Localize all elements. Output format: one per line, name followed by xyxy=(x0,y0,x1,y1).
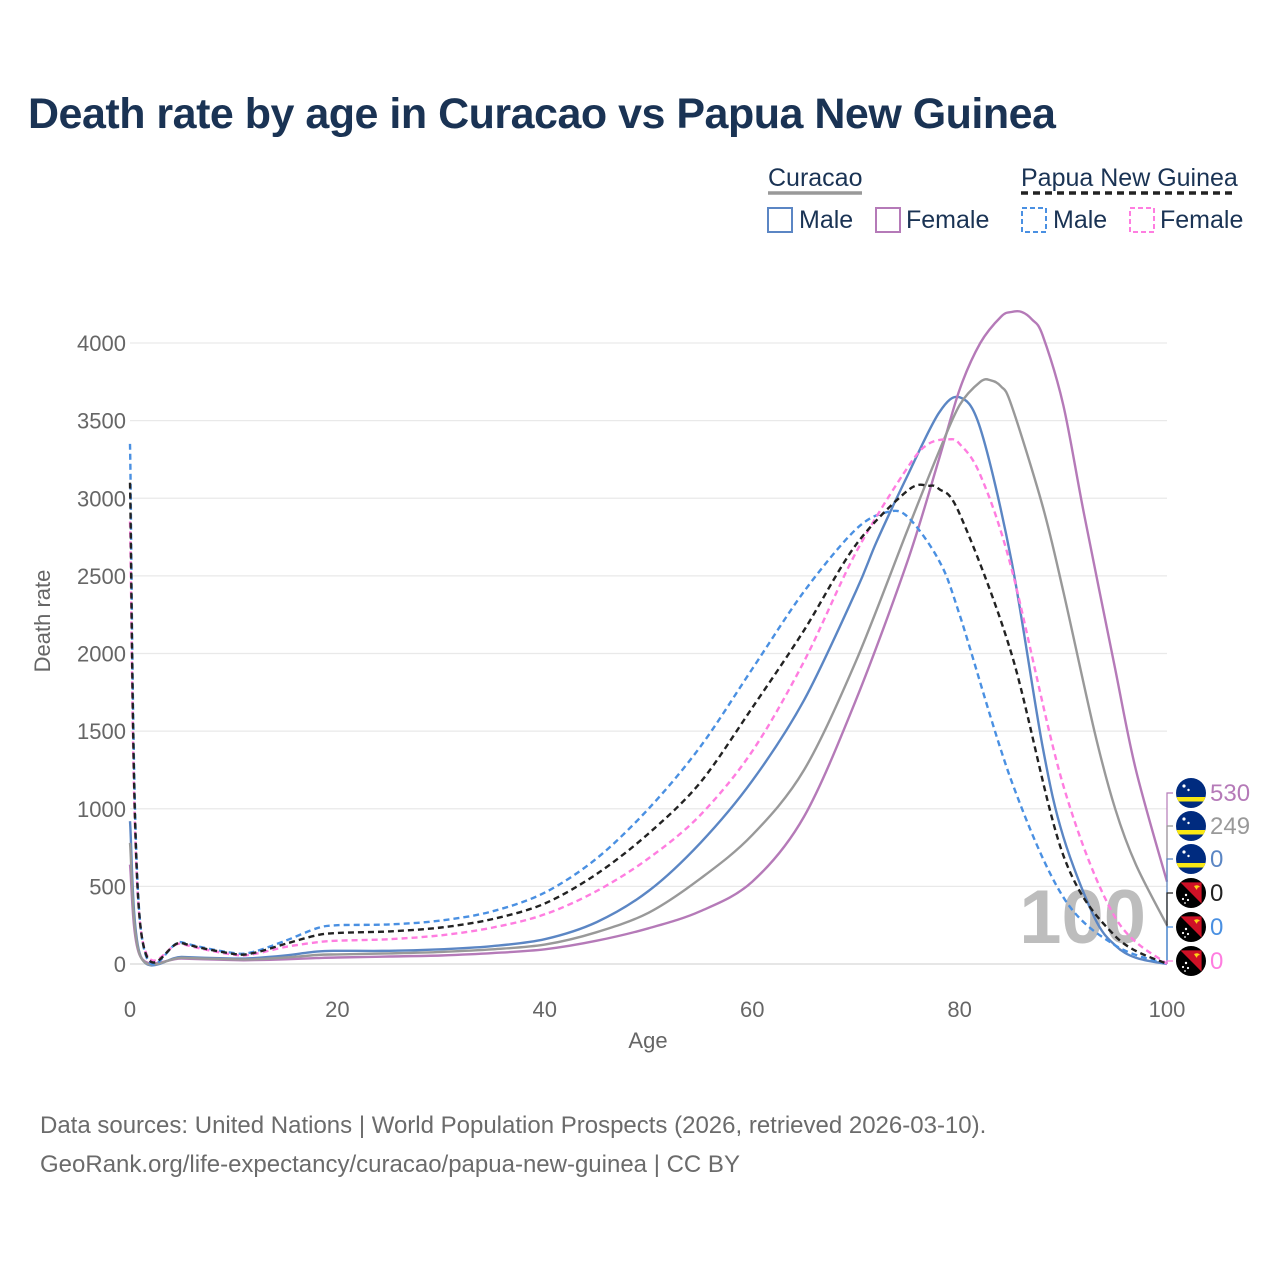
series-line-curacao-male[interactable] xyxy=(128,395,1168,967)
end-label-connector xyxy=(1166,825,1173,926)
legend-group-curacao[interactable]: Curacao xyxy=(768,164,863,192)
end-value-label: 0 xyxy=(1210,880,1223,907)
end-labels: 530 249 0 0 0 0 xyxy=(1166,778,1250,976)
end-label-connector xyxy=(1166,926,1173,964)
papua-new-guinea-flag-icon xyxy=(1176,912,1206,942)
end-value-label: 249 xyxy=(1210,813,1250,840)
legend-swatch-png-female[interactable] xyxy=(1129,207,1155,233)
chart-title: Death rate by age in Curacao vs Papua Ne… xyxy=(28,90,1056,138)
legend-group-papua-new-guinea[interactable]: Papua New Guinea xyxy=(1021,164,1238,192)
legend-label-curacao-female[interactable]: Female xyxy=(906,206,989,234)
y-tick-label: 2000 xyxy=(77,642,126,667)
legend-swatch-png-male[interactable] xyxy=(1021,207,1047,233)
y-tick-label: 1000 xyxy=(77,797,126,822)
x-tick-label: 40 xyxy=(533,997,557,1022)
source-note: Data sources: United Nations | World Pop… xyxy=(40,1106,986,1184)
x-tick-label: 20 xyxy=(325,997,349,1022)
x-axis: 0 20 40 60 80 100 xyxy=(124,997,1185,1022)
y-tick-label: 500 xyxy=(89,874,126,899)
end-value-label: 0 xyxy=(1210,914,1223,941)
legend: Curacao Papua New Guinea Male Female Mal… xyxy=(767,164,1243,234)
end-label-connector xyxy=(1166,858,1173,964)
y-axis-label: Death rate xyxy=(30,570,55,673)
end-label-connector xyxy=(1166,792,1173,882)
legend-label-curacao-male[interactable]: Male xyxy=(799,206,853,234)
y-tick-label: 1500 xyxy=(77,719,126,744)
end-value-label: 530 xyxy=(1210,780,1250,807)
papua-new-guinea-flag-icon xyxy=(1176,946,1206,976)
y-tick-label: 3000 xyxy=(77,486,126,511)
series-line-papua-new-guinea-female[interactable] xyxy=(128,438,1168,965)
y-tick-label: 4000 xyxy=(77,331,126,356)
curacao-flag-icon xyxy=(1176,811,1206,841)
x-tick-label: 0 xyxy=(124,997,136,1022)
end-value-label: 0 xyxy=(1210,948,1223,975)
y-axis: 0 500 1000 1500 2000 2500 3000 3500 4000 xyxy=(77,331,126,977)
end-label-connector xyxy=(1166,960,1173,964)
y-tick-label: 2500 xyxy=(77,564,126,589)
series-line-curacao-total[interactable] xyxy=(128,378,1169,966)
end-label-connector xyxy=(1166,892,1173,964)
papua-new-guinea-flag-icon xyxy=(1176,878,1206,908)
curacao-flag-icon xyxy=(1176,844,1206,874)
legend-swatch-curacao-male[interactable] xyxy=(767,207,793,233)
series-line-curacao-female[interactable] xyxy=(128,310,1169,965)
series-line-papua-new-guinea-total[interactable] xyxy=(128,482,1168,966)
source-line-1: Data sources: United Nations | World Pop… xyxy=(40,1112,987,1139)
source-line-2[interactable]: GeoRank.org/life-expectancy/curacao/papu… xyxy=(40,1151,740,1178)
end-value-label: 0 xyxy=(1210,846,1223,873)
x-tick-label: 100 xyxy=(1149,997,1186,1022)
y-tick-label: 0 xyxy=(114,952,126,977)
series-lines xyxy=(128,310,1169,967)
legend-label-png-male[interactable]: Male xyxy=(1053,206,1107,234)
x-axis-label: Age xyxy=(628,1028,667,1053)
curacao-flag-icon xyxy=(1176,778,1206,808)
y-tick-label: 3500 xyxy=(77,409,126,434)
x-tick-label: 80 xyxy=(947,997,971,1022)
legend-label-png-female[interactable]: Female xyxy=(1160,206,1243,234)
gridlines xyxy=(130,342,1167,965)
x-tick-label: 60 xyxy=(740,997,764,1022)
legend-swatch-curacao-female[interactable] xyxy=(875,207,901,233)
